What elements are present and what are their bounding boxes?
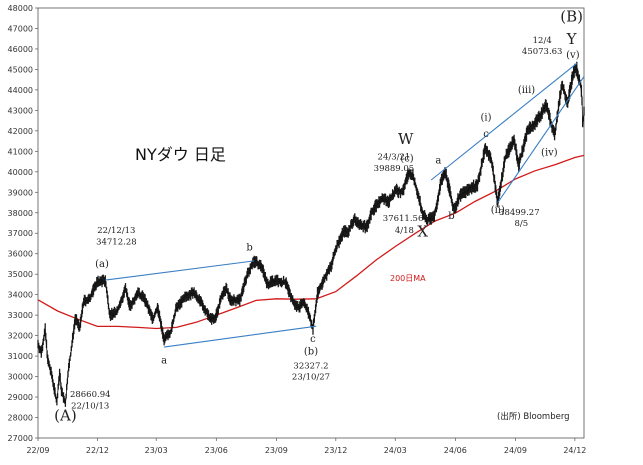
y-tick-label: 44000 <box>8 86 33 95</box>
y-tick-label: 45000 <box>8 65 33 74</box>
x-tick-label: 24/06 <box>444 446 467 455</box>
trend-line-4 <box>497 76 585 203</box>
wave-label: 4/18 <box>395 226 414 236</box>
wave-label: X <box>417 222 428 240</box>
y-tick-label: 42000 <box>8 127 33 136</box>
y-tick-label: 29000 <box>8 393 33 402</box>
wave-label: (iii) <box>518 85 535 96</box>
wave-label: a <box>435 156 441 167</box>
wave-label: 23/10/27 <box>292 373 330 383</box>
y-tick-label: 35000 <box>8 270 33 279</box>
x-tick-label: 24/03 <box>384 446 407 455</box>
wave-label: 22/12/13 <box>97 226 135 236</box>
x-tick-label: 23/09 <box>265 446 288 455</box>
wave-label: b <box>448 211 454 222</box>
y-tick-label: 34000 <box>8 291 33 300</box>
y-tick-label: 31000 <box>8 352 33 361</box>
y-tick-label: 41000 <box>8 147 33 156</box>
wave-label: a <box>161 355 167 366</box>
x-tick-label: 23/12 <box>324 446 347 455</box>
y-tick-label: 39000 <box>8 188 33 197</box>
y-tick-label: 43000 <box>8 106 33 115</box>
trend-lines-layer <box>105 62 585 348</box>
wave-label: 39889.05 <box>374 164 415 174</box>
wave-label: (i) <box>481 113 492 124</box>
wave-label: (v) <box>566 50 580 61</box>
y-tick-label: 28000 <box>8 414 33 423</box>
wave-label: (a) <box>95 259 109 270</box>
source-label: (出所) Bloomberg <box>497 411 570 422</box>
wave-label: c <box>310 334 316 345</box>
wave-label: 8/5 <box>514 219 528 229</box>
wave-label: 12/4 <box>533 36 552 46</box>
ma-label: 200日MA <box>390 274 426 283</box>
y-tick-label: 37000 <box>8 229 33 238</box>
y-tick-label: 30000 <box>8 373 33 382</box>
y-tick-label: 48000 <box>8 4 33 13</box>
y-tick-label: 33000 <box>8 311 33 320</box>
chart-title: NYダウ 日足 <box>135 145 226 164</box>
wave-label: (iv) <box>541 147 558 158</box>
wave-label: (c) <box>400 154 414 165</box>
y-tick-label: 40000 <box>8 168 33 177</box>
wave-label: 32327.2 <box>293 361 328 371</box>
x-tick-label: 24/09 <box>504 446 527 455</box>
trend-line-3 <box>430 62 578 181</box>
wave-label: 22/10/13 <box>71 401 109 411</box>
x-tick-label: 23/06 <box>205 446 228 455</box>
wave-label: c <box>483 129 489 140</box>
x-tick-label: 22/09 <box>26 446 49 455</box>
wave-label: Y <box>566 30 578 48</box>
trend-line-2 <box>163 325 317 348</box>
y-tick-label: 46000 <box>8 45 33 54</box>
wave-label: 37611.56 <box>383 214 424 224</box>
wave-label: (ii) <box>491 205 505 216</box>
y-tick-label: 36000 <box>8 250 33 259</box>
wave-label: (b) <box>304 346 318 357</box>
wave-label: (A) <box>54 407 77 425</box>
plot-frame <box>37 7 585 439</box>
y-axis-ticks: 27000 28000 29000 30000 31000 32000 33000 34000… <box>8 4 38 443</box>
wave-label: (B) <box>560 7 583 25</box>
y-tick-label: 47000 <box>8 24 33 33</box>
series-line-price <box>37 66 585 404</box>
x-tick-label: 23/03 <box>145 446 168 455</box>
y-tick-label: 32000 <box>8 332 33 341</box>
wave-label: b <box>246 243 252 254</box>
series-line-200d-ma <box>37 154 585 330</box>
wave-label: 45073.63 <box>522 47 563 57</box>
wave-label: 34712.28 <box>96 238 137 248</box>
moving-average-layer <box>37 154 585 330</box>
wave-label: 24/3/21 <box>378 153 411 163</box>
price-layer <box>37 61 585 407</box>
y-tick-label: 38000 <box>8 209 33 218</box>
x-tick-label: 22/12 <box>86 446 109 455</box>
y-tick-label: 27000 <box>8 434 33 443</box>
wave-label: 28660.94 <box>70 390 111 400</box>
trend-line-1 <box>105 260 255 281</box>
wave-label: W <box>398 130 414 148</box>
x-tick-label: 24/12 <box>563 446 586 455</box>
wave-label: 38499.27 <box>499 208 540 218</box>
x-axis-ticks: 22/09 22/12 23/03 23/06 23/09 23/12 24/03 24/06… <box>26 438 586 455</box>
